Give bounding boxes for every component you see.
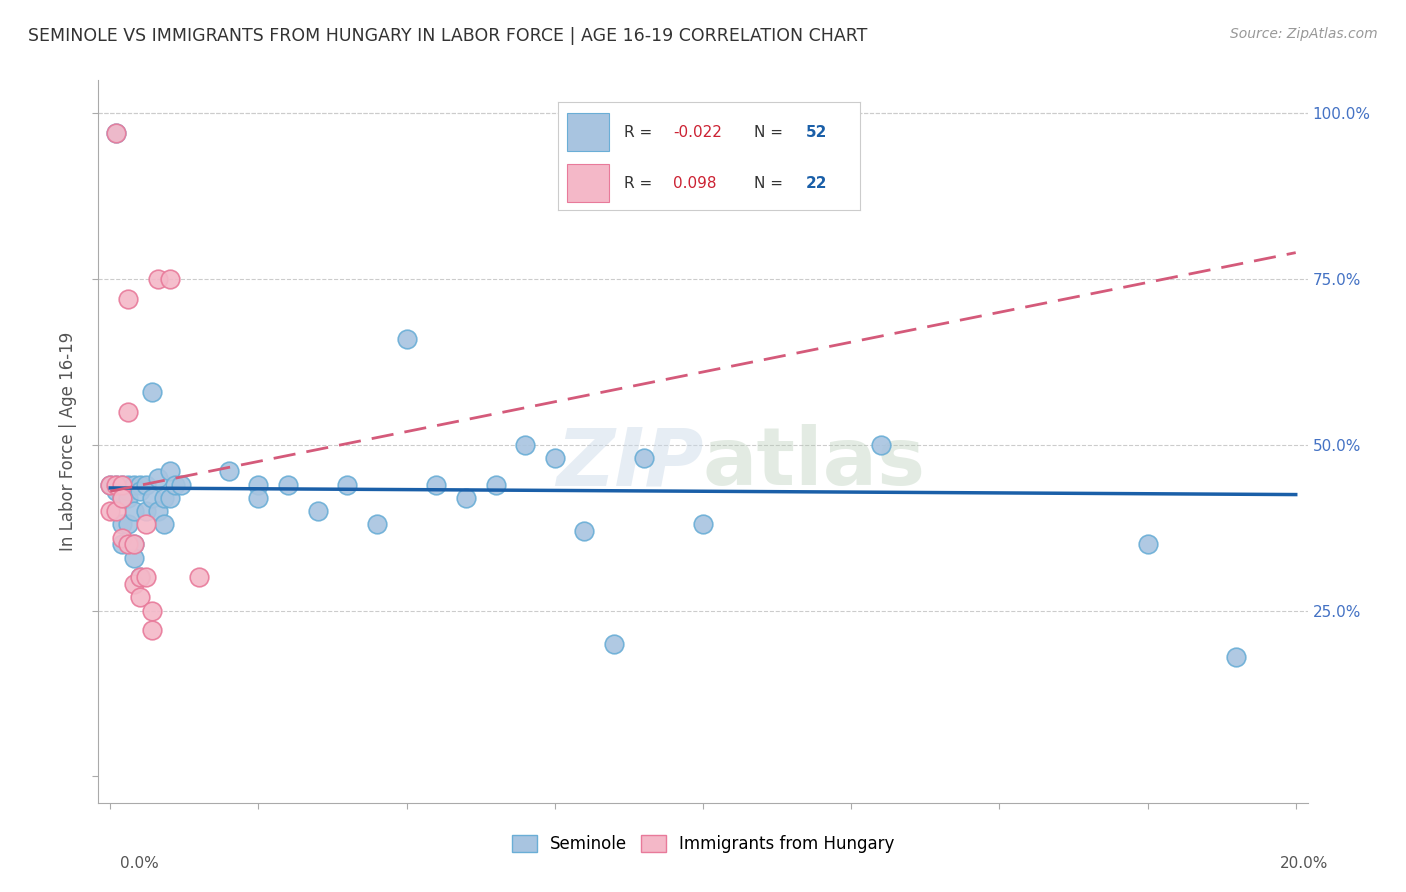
Point [307,504,329,518]
Point [129,570,152,584]
Point [633,451,655,466]
Point [141,603,163,617]
Point [111,537,134,551]
Point [544,451,567,466]
Point [117,405,139,419]
Point [111,477,134,491]
Point [146,471,169,485]
Y-axis label: In Labor Force | Age 16-19: In Labor Force | Age 16-19 [59,332,77,551]
Point [98,477,121,491]
Point [122,537,145,551]
Point [141,624,163,638]
Point [146,504,169,518]
Point [277,477,299,491]
Point [117,484,139,499]
Point [515,438,537,452]
Point [366,517,388,532]
Point [98,504,121,518]
Point [1136,537,1159,551]
Point [692,517,714,532]
Point [111,491,134,505]
Point [105,484,128,499]
Point [1225,650,1247,665]
Point [247,477,270,491]
Point [869,438,891,452]
Point [98,477,121,491]
Point [454,491,477,505]
Point [122,537,145,551]
Point [122,577,145,591]
Point [159,272,181,286]
Point [129,484,152,499]
Text: Source: ZipAtlas.com: Source: ZipAtlas.com [1230,27,1378,41]
Point [165,477,187,491]
Point [135,570,157,584]
Point [135,517,157,532]
Point [141,384,163,399]
Point [117,517,139,532]
Point [117,491,139,505]
Point [170,477,193,491]
Point [135,504,157,518]
Point [117,292,139,306]
Point [425,477,447,491]
Point [603,637,626,651]
Point [484,477,506,491]
Point [129,591,152,605]
Point [122,550,145,565]
Point [188,570,211,584]
Text: 20.0%: 20.0% [1281,856,1329,871]
Text: ZIP: ZIP [555,425,703,502]
Point [105,477,128,491]
Point [247,491,270,505]
Point [129,570,152,584]
Point [146,272,169,286]
Point [574,524,596,538]
Point [117,537,139,551]
Point [105,126,128,140]
Point [141,491,163,505]
Point [122,504,145,518]
Text: 0.0%: 0.0% [120,856,159,871]
Point [159,491,181,505]
Legend: Seminole, Immigrants from Hungary: Seminole, Immigrants from Hungary [505,828,901,860]
Point [105,504,128,518]
Point [117,477,139,491]
Point [152,517,174,532]
Text: SEMINOLE VS IMMIGRANTS FROM HUNGARY IN LABOR FORCE | AGE 16-19 CORRELATION CHART: SEMINOLE VS IMMIGRANTS FROM HUNGARY IN L… [28,27,868,45]
Point [111,531,134,545]
Point [111,517,134,532]
Point [135,477,157,491]
Point [105,477,128,491]
Point [395,332,418,346]
Point [159,464,181,478]
Point [152,491,174,505]
Point [111,477,134,491]
Point [218,464,240,478]
Point [336,477,359,491]
Point [122,477,145,491]
Point [111,484,134,499]
Point [111,491,134,505]
Point [105,126,128,140]
Text: atlas: atlas [703,425,927,502]
Point [129,477,152,491]
